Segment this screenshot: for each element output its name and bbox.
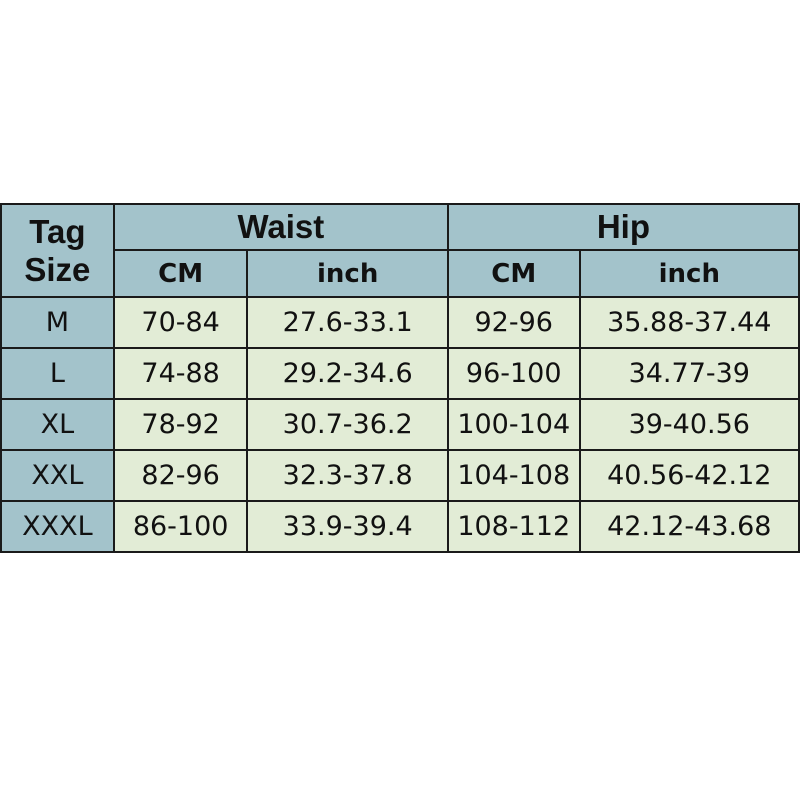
hip-cm-cell: 92-96 [446, 296, 581, 349]
hip-inch-header: inch [578, 249, 800, 298]
waist-inch-cell: 27.6-33.1 [246, 296, 449, 349]
hip-cm-cell: 96-100 [446, 347, 581, 400]
waist-cm-header: CM [112, 249, 249, 298]
waist-inch-header: inch [246, 249, 449, 298]
hip-inch-cell: 34.77-39 [578, 347, 800, 400]
size-label: Size [24, 250, 91, 288]
hip-header: Hip [446, 203, 800, 251]
hip-inch-cell: 35.88-37.44 [578, 296, 800, 349]
tag-label: Tag [29, 212, 86, 250]
waist-cm-cell: 82-96 [112, 449, 249, 502]
size-cell: M [0, 296, 115, 349]
waist-inch-cell: 29.2-34.6 [246, 347, 449, 400]
table-row: XXL 82-96 32.3-37.8 104-108 40.56-42.12 [0, 449, 800, 502]
hip-cm-cell: 104-108 [446, 449, 581, 502]
hip-inch-cell: 39-40.56 [578, 398, 800, 451]
size-cell: XXL [0, 449, 115, 502]
waist-cm-cell: 78-92 [112, 398, 249, 451]
table-row: XXXL 86-100 33.9-39.4 108-112 42.12-43.68 [0, 500, 800, 553]
hip-cm-header: CM [446, 249, 581, 298]
size-cell: L [0, 347, 115, 400]
waist-inch-cell: 32.3-37.8 [246, 449, 449, 502]
waist-cm-cell: 86-100 [112, 500, 249, 553]
size-chart-table: Tag Size Waist Hip CM inch CM inch M 70-84… [0, 203, 800, 553]
table-row: M 70-84 27.6-33.1 92-96 35.88-37.44 [0, 296, 800, 349]
size-cell: XXXL [0, 500, 115, 553]
waist-header: Waist [112, 203, 449, 251]
table-row: L 74-88 29.2-34.6 96-100 34.77-39 [0, 347, 800, 400]
size-cell: XL [0, 398, 115, 451]
hip-cm-cell: 100-104 [446, 398, 581, 451]
waist-cm-cell: 74-88 [112, 347, 249, 400]
hip-inch-cell: 42.12-43.68 [578, 500, 800, 553]
table-row: XL 78-92 30.7-36.2 100-104 39-40.56 [0, 398, 800, 451]
hip-inch-cell: 40.56-42.12 [578, 449, 800, 502]
hip-cm-cell: 108-112 [446, 500, 581, 553]
waist-cm-cell: 70-84 [112, 296, 249, 349]
tag-size-header: Tag Size [0, 203, 115, 298]
waist-inch-cell: 33.9-39.4 [246, 500, 449, 553]
waist-inch-cell: 30.7-36.2 [246, 398, 449, 451]
